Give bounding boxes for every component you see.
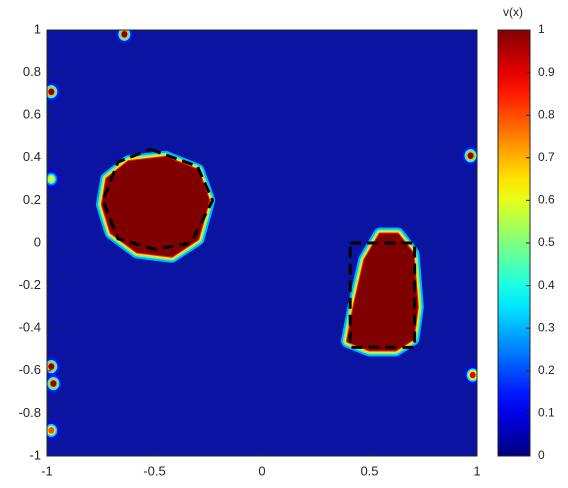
colorbar-tick-label: 0.4	[538, 278, 555, 292]
spot	[462, 146, 477, 165]
spot	[47, 421, 60, 440]
x-tick-label: 0	[258, 463, 265, 478]
region	[95, 150, 216, 263]
x-tick-label: 0.5	[360, 463, 378, 478]
spot	[116, 30, 133, 44]
colorbar-tick-label: 0.8	[538, 107, 555, 121]
x-tick-label: -1	[41, 463, 53, 478]
plot-area	[47, 30, 477, 456]
spot-layer	[48, 427, 55, 434]
colorbar-tick-label: 0	[538, 448, 545, 462]
spot	[47, 82, 60, 101]
spot-layer	[467, 152, 474, 159]
colorbar-label: v(x)	[503, 5, 523, 19]
colorbar-tick-label: 0.9	[538, 65, 555, 79]
x-tick-label: 1	[473, 463, 480, 478]
spot-layer	[121, 30, 128, 38]
colorbar	[497, 29, 531, 457]
y-tick-label: -0.6	[19, 362, 41, 377]
colorbar-tick-label: 0.2	[538, 363, 555, 377]
y-tick-label: 0.6	[23, 107, 41, 122]
y-tick-label: -0.8	[19, 405, 41, 420]
colorbar-tick-label: 1	[538, 22, 545, 36]
region-fill	[101, 156, 210, 257]
y-tick-label: -1	[29, 447, 41, 462]
spot-layer	[48, 175, 55, 183]
region-fill	[347, 233, 418, 351]
spot-layer	[469, 371, 476, 379]
outline	[101, 147, 215, 251]
x-tick-label: -0.5	[143, 463, 165, 478]
colorbar-tick-label: 0.3	[538, 320, 555, 334]
colorbar-tick-label: 0.6	[538, 193, 555, 207]
y-tick-label: -0.2	[19, 277, 41, 292]
colorbar-tick-label: 0.1	[538, 406, 555, 420]
outline	[348, 241, 417, 349]
spot-layer	[48, 88, 55, 96]
y-tick-label: 0.4	[23, 149, 41, 164]
y-tick-label: -0.4	[19, 320, 41, 335]
colorbar-tick-label: 0.5	[538, 235, 555, 249]
spot-layer	[50, 380, 57, 387]
spot	[47, 357, 60, 376]
spot	[464, 366, 477, 384]
region	[341, 227, 424, 357]
y-tick-label: 0.8	[23, 64, 41, 79]
y-tick-label: 0.2	[23, 192, 41, 207]
colorbar-tick-label: 0.7	[538, 150, 555, 164]
spot	[47, 374, 62, 393]
y-tick-label: 0	[34, 234, 41, 249]
y-tick-label: 1	[34, 21, 41, 36]
spot	[47, 170, 60, 188]
spot-layer	[48, 363, 55, 370]
